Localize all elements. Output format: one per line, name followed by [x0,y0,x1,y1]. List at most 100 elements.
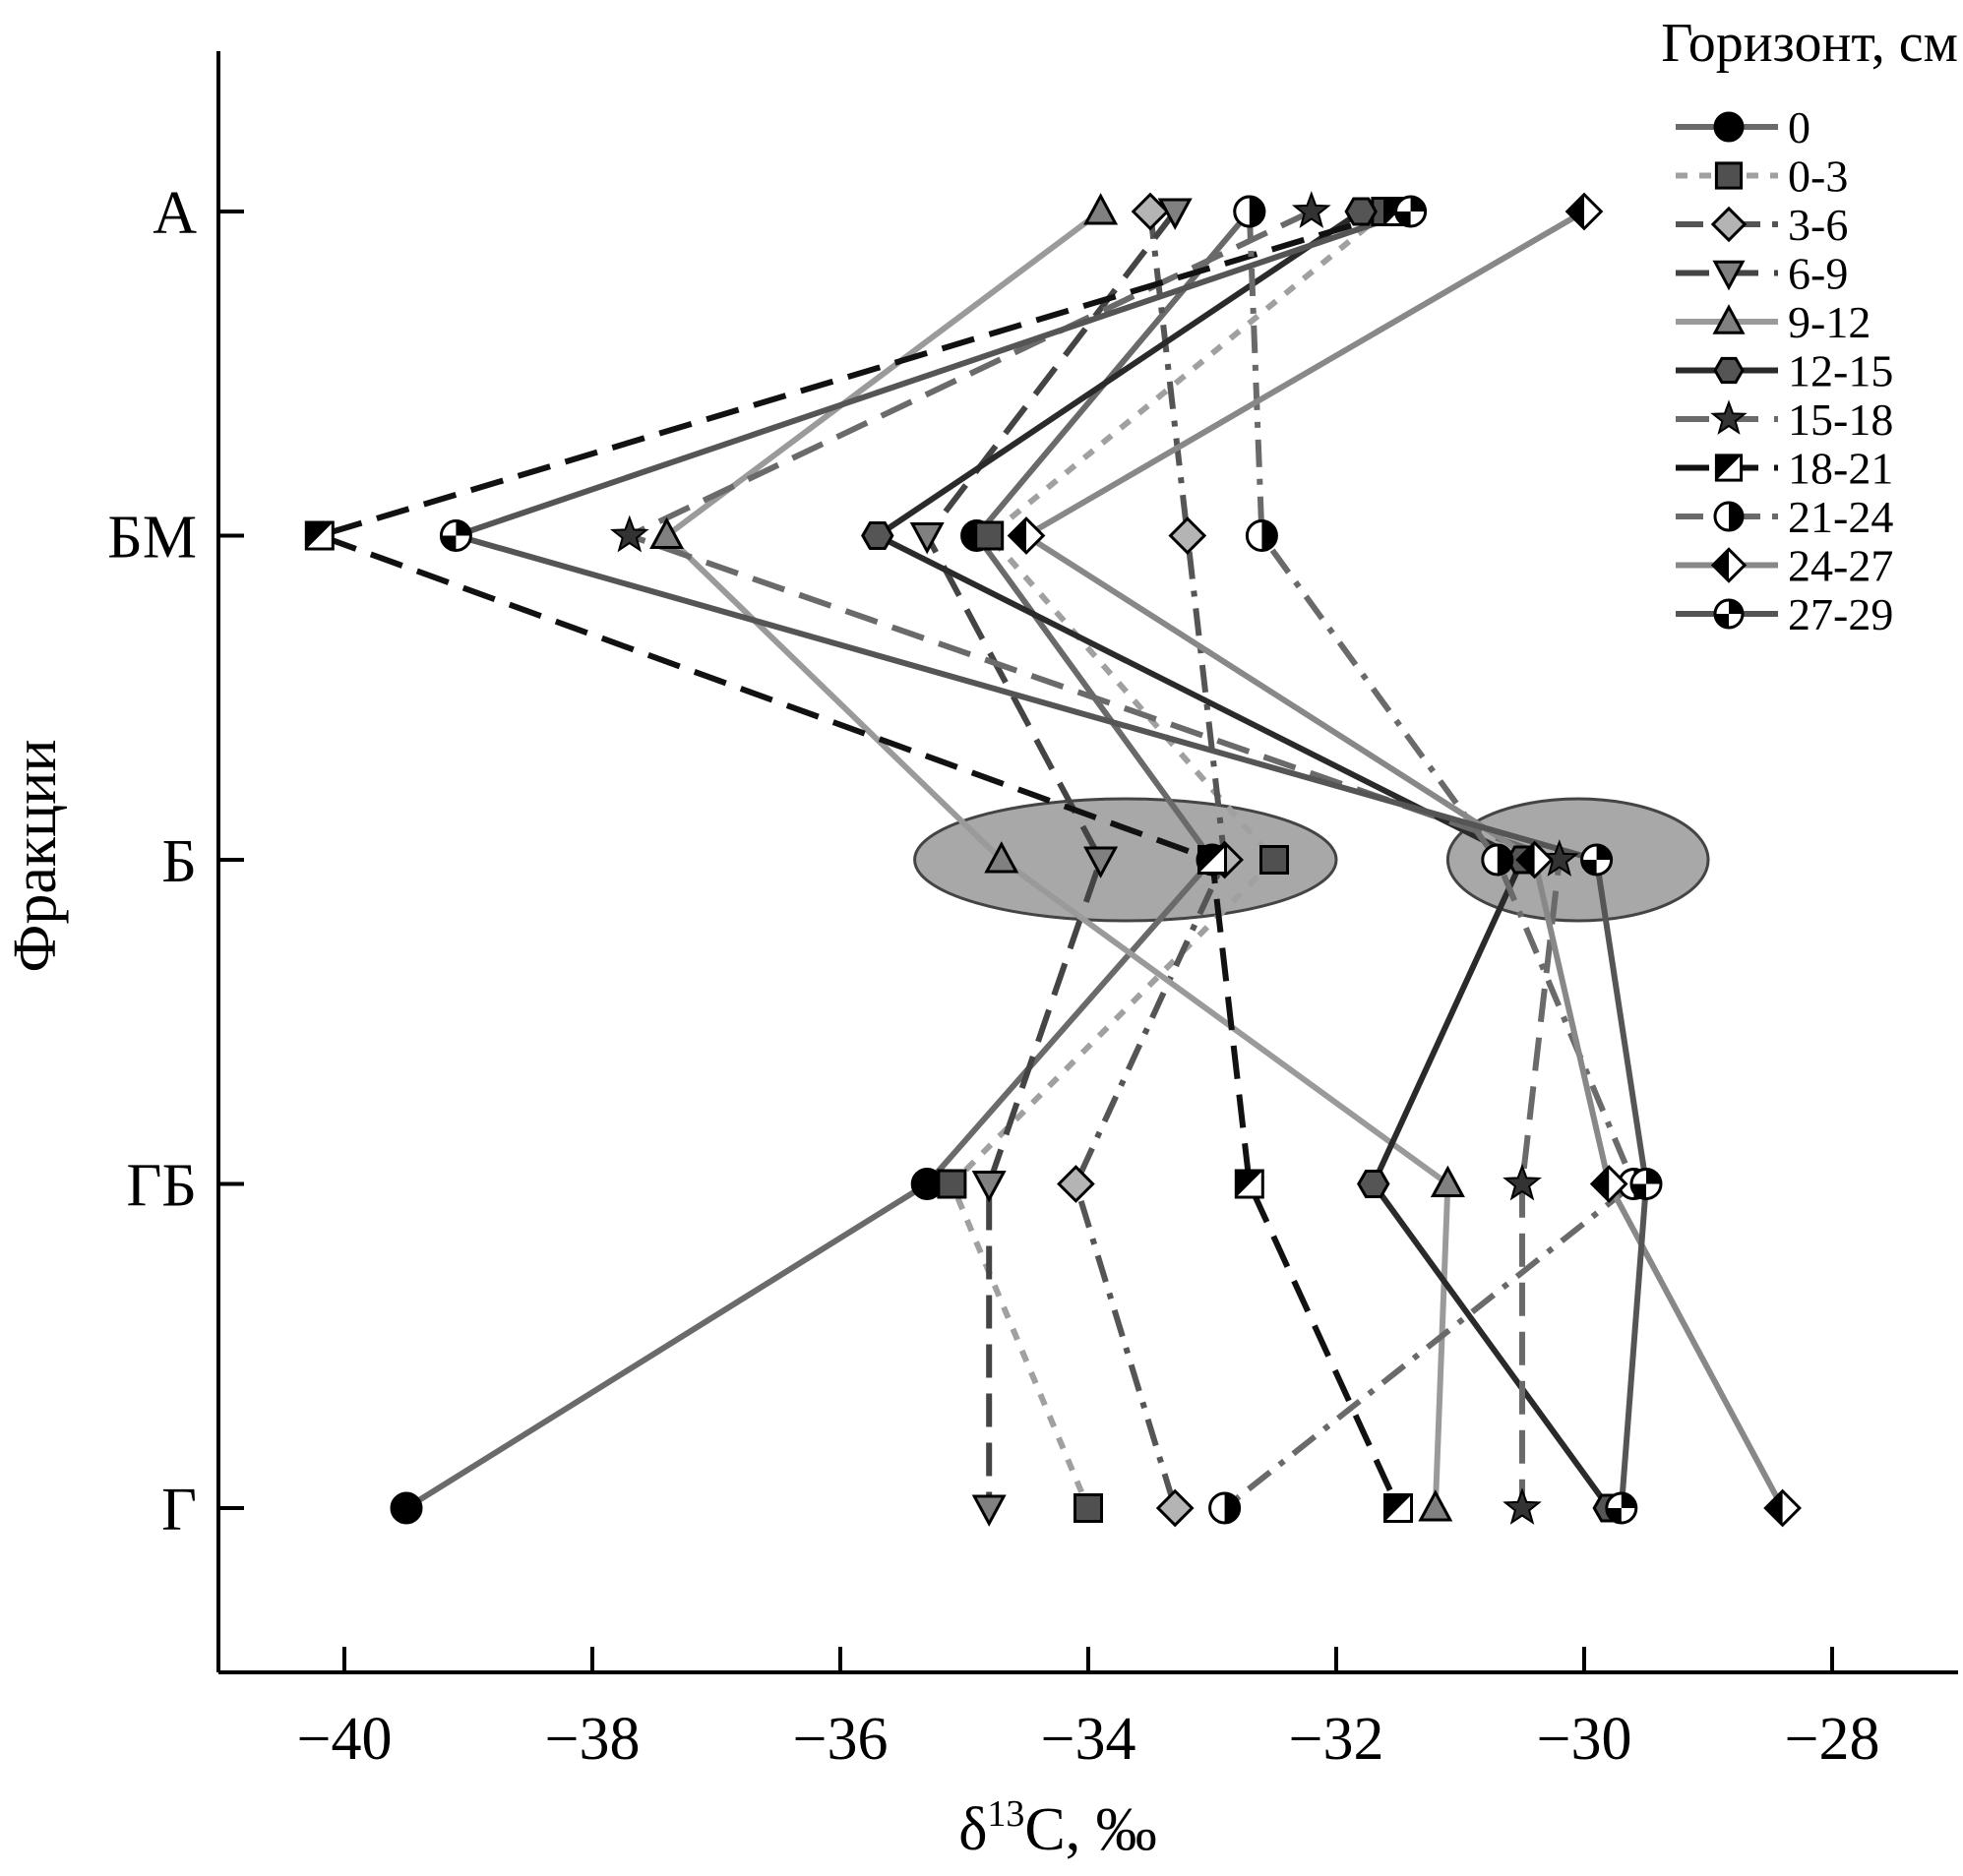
point-18-21-ГБ [1234,1169,1264,1199]
legend-label: 9-12 [1788,297,1871,347]
legend-item-12-15: 12-15 [1676,346,1893,396]
point-24-27-БМ [1007,516,1046,555]
legend-item-24-27: 24-27 [1676,541,1893,591]
legend-marker [1713,501,1745,532]
legend-marker [1712,304,1746,334]
x-tick-label: −38 [545,1706,641,1773]
point-9-12-БМ [649,516,685,549]
point-18-21-Б [1197,845,1227,875]
point-15-18-А [1291,191,1331,228]
group-ellipse-1 [913,797,1338,923]
series-line-6-9 [923,210,1178,1508]
y-tick-label: ГБ [127,1153,197,1220]
legend-label: 0 [1788,102,1810,152]
point-3-6-ГБ [1057,1165,1095,1203]
point-9-12-Б [984,841,1019,874]
point-27-29-Б [1580,843,1614,877]
legend-marker [1710,547,1748,583]
legend-item-18-21: 18-21 [1676,444,1893,494]
y-tick-label: БМ [107,505,197,572]
point-0-3-Б [1259,845,1289,875]
series-line-0-3 [948,209,1388,1510]
legend-label: 21-24 [1788,492,1893,542]
legend-label: 27-29 [1788,589,1893,639]
legend-marker [1714,161,1744,190]
legend-item-0-3: 0-3 [1676,151,1848,202]
point-9-12-А [1083,193,1119,225]
point-27-29-А [1394,195,1428,228]
legend-marker [1713,111,1745,143]
axes-layer: −40 −38 −36 −34 −32 −30 −28 А БМ Б ГБ Г [107,51,1958,1773]
point-27-29-БМ [439,519,472,552]
point-12-15-ГБ [1357,1170,1390,1198]
legend-item-21-24: 21-24 [1676,492,1893,542]
x-axis-title-sup: 13 [987,1793,1024,1835]
point-9-12-ГБ [1430,1165,1465,1197]
legend-item-15-18: 15-18 [1676,394,1893,445]
point-0-3-БМ [974,520,1005,551]
x-tick-label: −30 [1537,1706,1632,1773]
point-6-9-Б [1083,846,1119,878]
point-18-21-БМ [304,520,335,551]
legend-item-0: 0 [1676,102,1810,152]
point-18-21-Г [1383,1493,1413,1523]
point-12-15-А [1344,197,1378,226]
point-21-24-БМ [1245,519,1278,552]
point-6-9-А [1157,198,1193,230]
x-tick-label: −34 [1041,1706,1136,1773]
point-6-9-Г [971,1494,1007,1527]
legend-item-3-6: 3-6 [1676,200,1848,250]
point-24-27-А [1564,192,1604,231]
point-27-29-ГБ [1629,1168,1663,1200]
legend-label: 24-27 [1788,541,1893,591]
point-24-27-Г [1763,1488,1802,1528]
point-0-3-ГБ [937,1169,967,1199]
legend-item-6-9: 6-9 [1676,249,1848,299]
x-tick-label: −36 [793,1706,889,1773]
x-tick-label: −40 [297,1706,393,1773]
y-tick-label: Г [161,1477,197,1543]
legend-label: 0-3 [1788,151,1848,202]
x-tick-label: −28 [1785,1706,1880,1773]
point-21-24-Б [1481,843,1514,877]
point-9-12-Г [1418,1489,1453,1522]
legend-label: 15-18 [1788,394,1893,445]
point-3-6-БМ [1168,516,1207,555]
legend-marker [1710,399,1748,435]
point-24-27-Б [1515,840,1554,879]
x-tick-label: −32 [1289,1706,1384,1773]
point-3-6-Г [1155,1488,1195,1528]
legend-marker [1710,206,1748,243]
legend-label: 18-21 [1788,444,1893,494]
point-15-18-БМ [609,514,649,553]
y-tick-label: Б [161,828,197,895]
y-axis-title: Фракции [2,739,69,972]
point-21-24-Г [1208,1491,1242,1525]
point-12-15-БМ [861,521,894,550]
y-tick-label: А [153,180,197,247]
x-axis-title: δ13C, ‰ [958,1793,1157,1863]
legend-marker [1713,598,1745,630]
legend-label: 3-6 [1788,200,1848,250]
x-axis-title-suffix: C, ‰ [1024,1796,1156,1863]
legend-item-27-29: 27-29 [1676,589,1893,639]
legend-label: 6-9 [1788,249,1848,299]
point-0-3-Г [1074,1493,1103,1523]
legend-marker [1713,356,1745,385]
legend: Горизонт, см 00-33-66-99-1212-1515-1818-2… [1661,13,1958,639]
legend-label: 12-15 [1788,346,1893,396]
point-6-9-БМ [909,522,945,555]
legend-item-9-12: 9-12 [1676,297,1871,347]
point-27-29-Г [1605,1491,1638,1525]
point-24-27-ГБ [1589,1165,1628,1203]
legend-marker [1712,260,1746,291]
series-markers-layer [304,191,1802,1528]
point-15-18-Г [1503,1487,1542,1525]
point-6-9-ГБ [971,1171,1007,1203]
x-axis-title-prefix: δ [958,1796,987,1863]
legend-marker [1714,454,1744,482]
point-21-24-А [1233,195,1266,228]
point-0-Г [390,1491,423,1525]
